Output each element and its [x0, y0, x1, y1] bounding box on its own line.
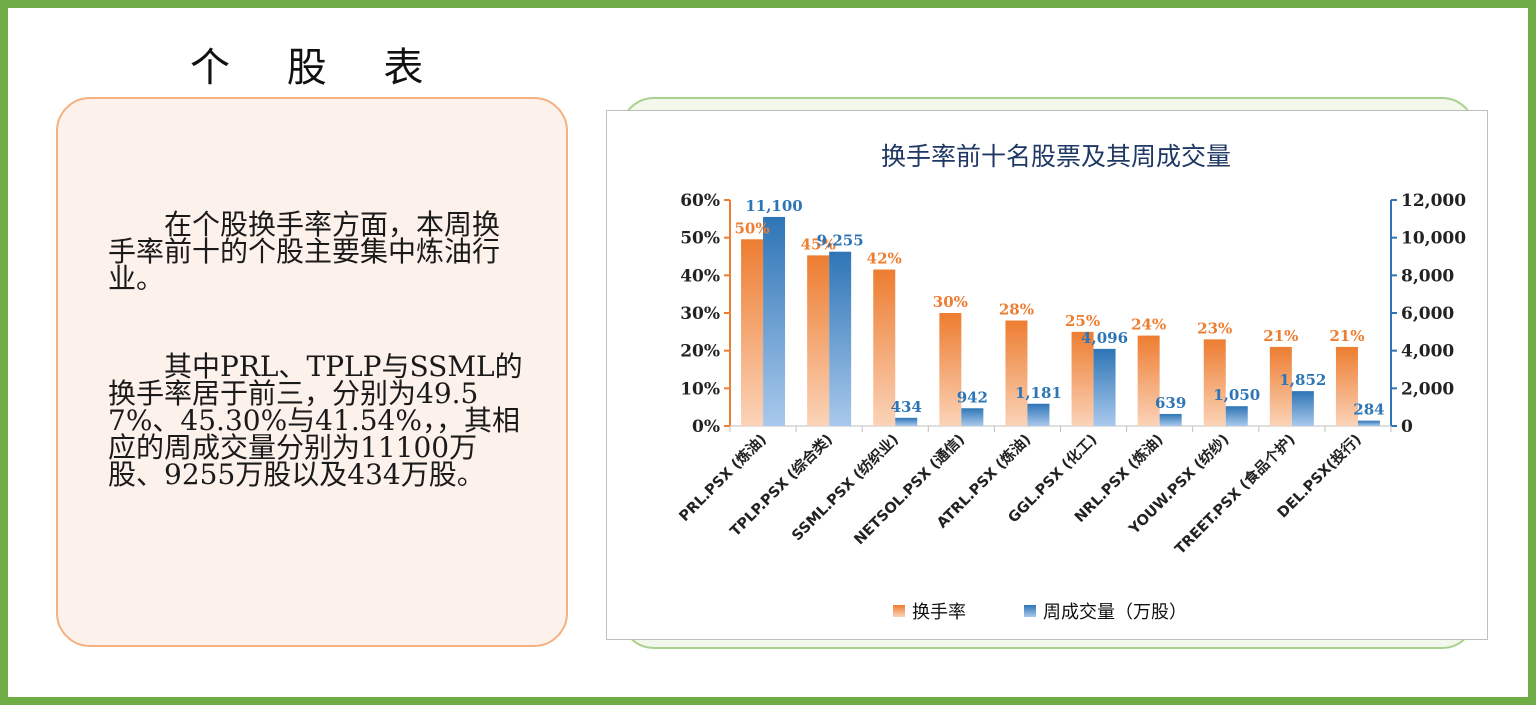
left-tick-label: 30% — [680, 304, 720, 324]
rate-bar — [873, 269, 896, 426]
volume-bar — [1291, 391, 1314, 426]
right-tick-label: 4,000 — [1401, 342, 1454, 362]
volume-bar — [1093, 348, 1116, 426]
volume-bar — [1159, 413, 1182, 426]
rate-bar — [939, 313, 962, 426]
volume-data-label: 9,255 — [817, 232, 864, 250]
rate-data-label: 28% — [999, 301, 1034, 319]
volume-bar — [1225, 406, 1248, 426]
right-tick-label: 0 — [1401, 417, 1413, 437]
rate-bar — [1071, 331, 1094, 426]
left-tick-label: 0% — [692, 417, 720, 437]
rate-bar — [1269, 346, 1292, 426]
rate-data-label: 21% — [1263, 327, 1298, 345]
turnover-chart: 换手率前十名股票及其周成交量 0% 10% 20% 30% 40% 50% 60% 0 2,00… — [675, 142, 1466, 623]
page-title: 个 股 表 现 — [190, 45, 446, 147]
volume-data-label: 284 — [1353, 401, 1384, 419]
volume-data-label: 639 — [1155, 394, 1186, 412]
volume-data-label: 1,181 — [1015, 384, 1062, 402]
right-tick-label: 2,000 — [1401, 379, 1454, 399]
volume-bar — [1357, 420, 1380, 426]
left-tick-label: 50% — [680, 229, 720, 249]
left-tick-label: 20% — [680, 342, 720, 362]
legend-label-rate: 换手率 — [912, 602, 966, 623]
volume-data-label: 1,852 — [1279, 371, 1326, 389]
chart-title: 换手率前十名股票及其周成交量 — [881, 142, 1231, 171]
category-label: TREET.PSX (食品个护) — [1171, 430, 1299, 558]
volume-bar — [895, 417, 918, 426]
rate-bar — [807, 255, 830, 426]
volume-data-label: 1,050 — [1213, 386, 1260, 404]
left-tick-label: 10% — [680, 379, 720, 399]
rate-data-label: 50% — [734, 219, 769, 237]
paragraph-1: 在个股换手率方面，本周换手率前十的个股主要集中炼油行业。 — [108, 208, 501, 295]
rate-bar — [1335, 346, 1358, 426]
volume-bar — [829, 251, 852, 426]
volume-data-label: 942 — [957, 388, 988, 406]
volume-bar — [1027, 403, 1050, 426]
left-tick-label: 40% — [680, 266, 720, 286]
rate-data-label: 25% — [1065, 312, 1100, 330]
volume-bar — [763, 216, 786, 426]
rate-bar — [1203, 339, 1226, 426]
rate-data-label: 42% — [867, 250, 902, 268]
rate-data-label: 21% — [1329, 327, 1364, 345]
volume-data-label: 4,096 — [1081, 329, 1128, 347]
volume-data-label: 434 — [891, 398, 922, 416]
paragraph-2: 其中PRL、TPLP与SSML的换手率居于前三，分别为49.57%、45.30%… — [108, 350, 523, 491]
legend-label-volume: 周成交量（万股） — [1043, 602, 1187, 623]
right-tick-label: 12,000 — [1401, 191, 1466, 211]
right-tick-label: 6,000 — [1401, 304, 1454, 324]
volume-bar — [961, 408, 984, 426]
legend-swatch-volume — [1024, 605, 1036, 617]
legend-swatch-rate — [893, 605, 905, 617]
right-tick-label: 10,000 — [1401, 229, 1466, 249]
rate-data-label: 45% — [801, 235, 836, 253]
rate-bar — [741, 239, 764, 426]
rate-bar — [1005, 320, 1028, 426]
left-tick-label: 60% — [680, 191, 720, 211]
category-label: NETSOL.PSX (通信) — [850, 430, 968, 548]
rate-data-label: 23% — [1197, 319, 1232, 337]
rate-data-label: 24% — [1131, 316, 1166, 334]
rate-bar — [1137, 335, 1160, 426]
category-label: SSML.PSX (纺织业) — [788, 430, 902, 544]
right-tick-label: 8,000 — [1401, 266, 1454, 286]
rate-data-label: 30% — [933, 293, 968, 311]
text-panel — [56, 97, 568, 647]
volume-data-label: 11,100 — [745, 197, 802, 215]
